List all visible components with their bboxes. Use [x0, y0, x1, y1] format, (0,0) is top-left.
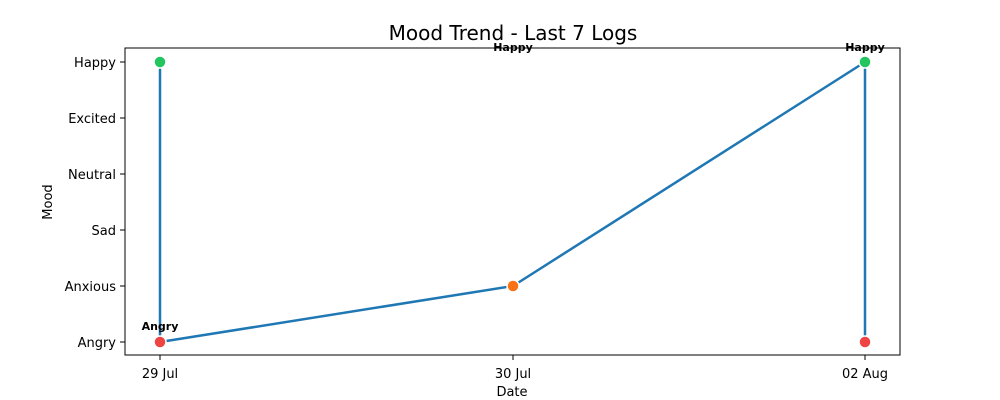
y-tick-label-happy: Happy: [74, 56, 116, 71]
data-point-1: [153, 335, 167, 349]
data-point-3: [858, 55, 872, 69]
y-tick-label-sad: Sad: [92, 224, 116, 239]
x-axis: 29 Jul 30 Jul 02 Aug: [142, 355, 888, 382]
x-axis-label: Date: [496, 385, 527, 400]
y-tick-label-angry: Angry: [78, 336, 117, 351]
data-label-3: Happy: [845, 41, 885, 54]
y-tick-label-neutral: Neutral: [68, 168, 116, 183]
y-axis: Angry Anxious Sad Neutral Excited Happy: [65, 56, 125, 351]
plot-area-frame: [124, 47, 901, 356]
x-tick-label-0: 29 Jul: [142, 367, 178, 382]
x-tick-label-2: 02 Aug: [842, 367, 888, 382]
y-tick-label-anxious: Anxious: [65, 280, 117, 295]
chart-title: Mood Trend - Last 7 Logs: [389, 21, 638, 45]
data-label-2: Happy: [493, 41, 533, 54]
mood-series: [153, 55, 872, 349]
data-point-0: [153, 55, 167, 69]
mood-line: [158, 60, 867, 344]
data-point-4: [858, 335, 872, 349]
data-point-2: [506, 279, 520, 293]
y-axis-label: Mood: [41, 184, 56, 219]
y-tick-label-excited: Excited: [68, 112, 116, 127]
data-label-1: Angry: [142, 320, 179, 333]
x-tick-label-1: 30 Jul: [495, 367, 531, 382]
data-labels: Angry Happy Happy: [142, 41, 885, 333]
